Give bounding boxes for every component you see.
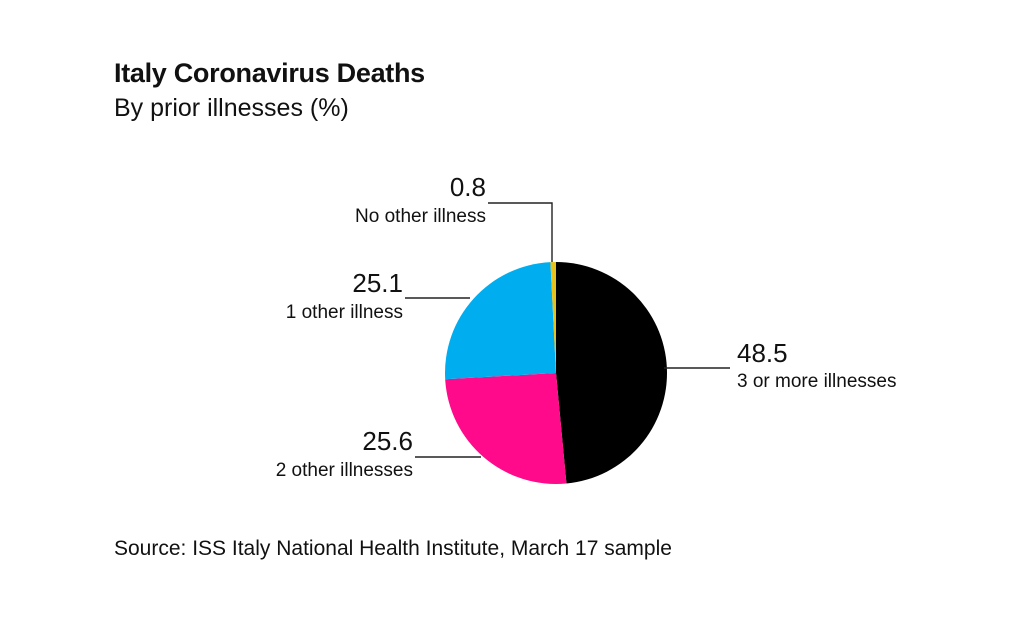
slice-label-no-other-illness: No other illness — [355, 206, 486, 227]
slice-label-1-other-illness: 1 other illness — [286, 302, 403, 323]
slice-label-3-or-more-illnesses: 3 or more illnesses — [737, 371, 896, 392]
chart-title: Italy Coronavirus Deaths — [114, 58, 425, 88]
source-note: Source: ISS Italy National Health Instit… — [114, 537, 672, 560]
pie-slice-2-other-illnesses — [445, 373, 567, 484]
slice-value-1-other-illness: 25.1 — [352, 268, 403, 298]
pie-slices — [445, 262, 668, 484]
pie-slice-1-other-illness — [445, 262, 556, 380]
slice-value-no-other-illness: 0.8 — [450, 172, 486, 202]
slice-value-2-other-illnesses: 25.6 — [362, 426, 413, 456]
slice-label-2-other-illnesses: 2 other illnesses — [276, 460, 413, 481]
pie-slice-3-or-more-illnesses — [556, 262, 668, 484]
pie-slice-no-other-illness — [550, 262, 556, 373]
leader-lines — [405, 202, 730, 458]
chart-subtitle: By prior illnesses (%) — [114, 94, 349, 122]
slice-value-3-or-more-illnesses: 48.5 — [737, 338, 788, 368]
leader-no-other-illness — [488, 202, 553, 262]
